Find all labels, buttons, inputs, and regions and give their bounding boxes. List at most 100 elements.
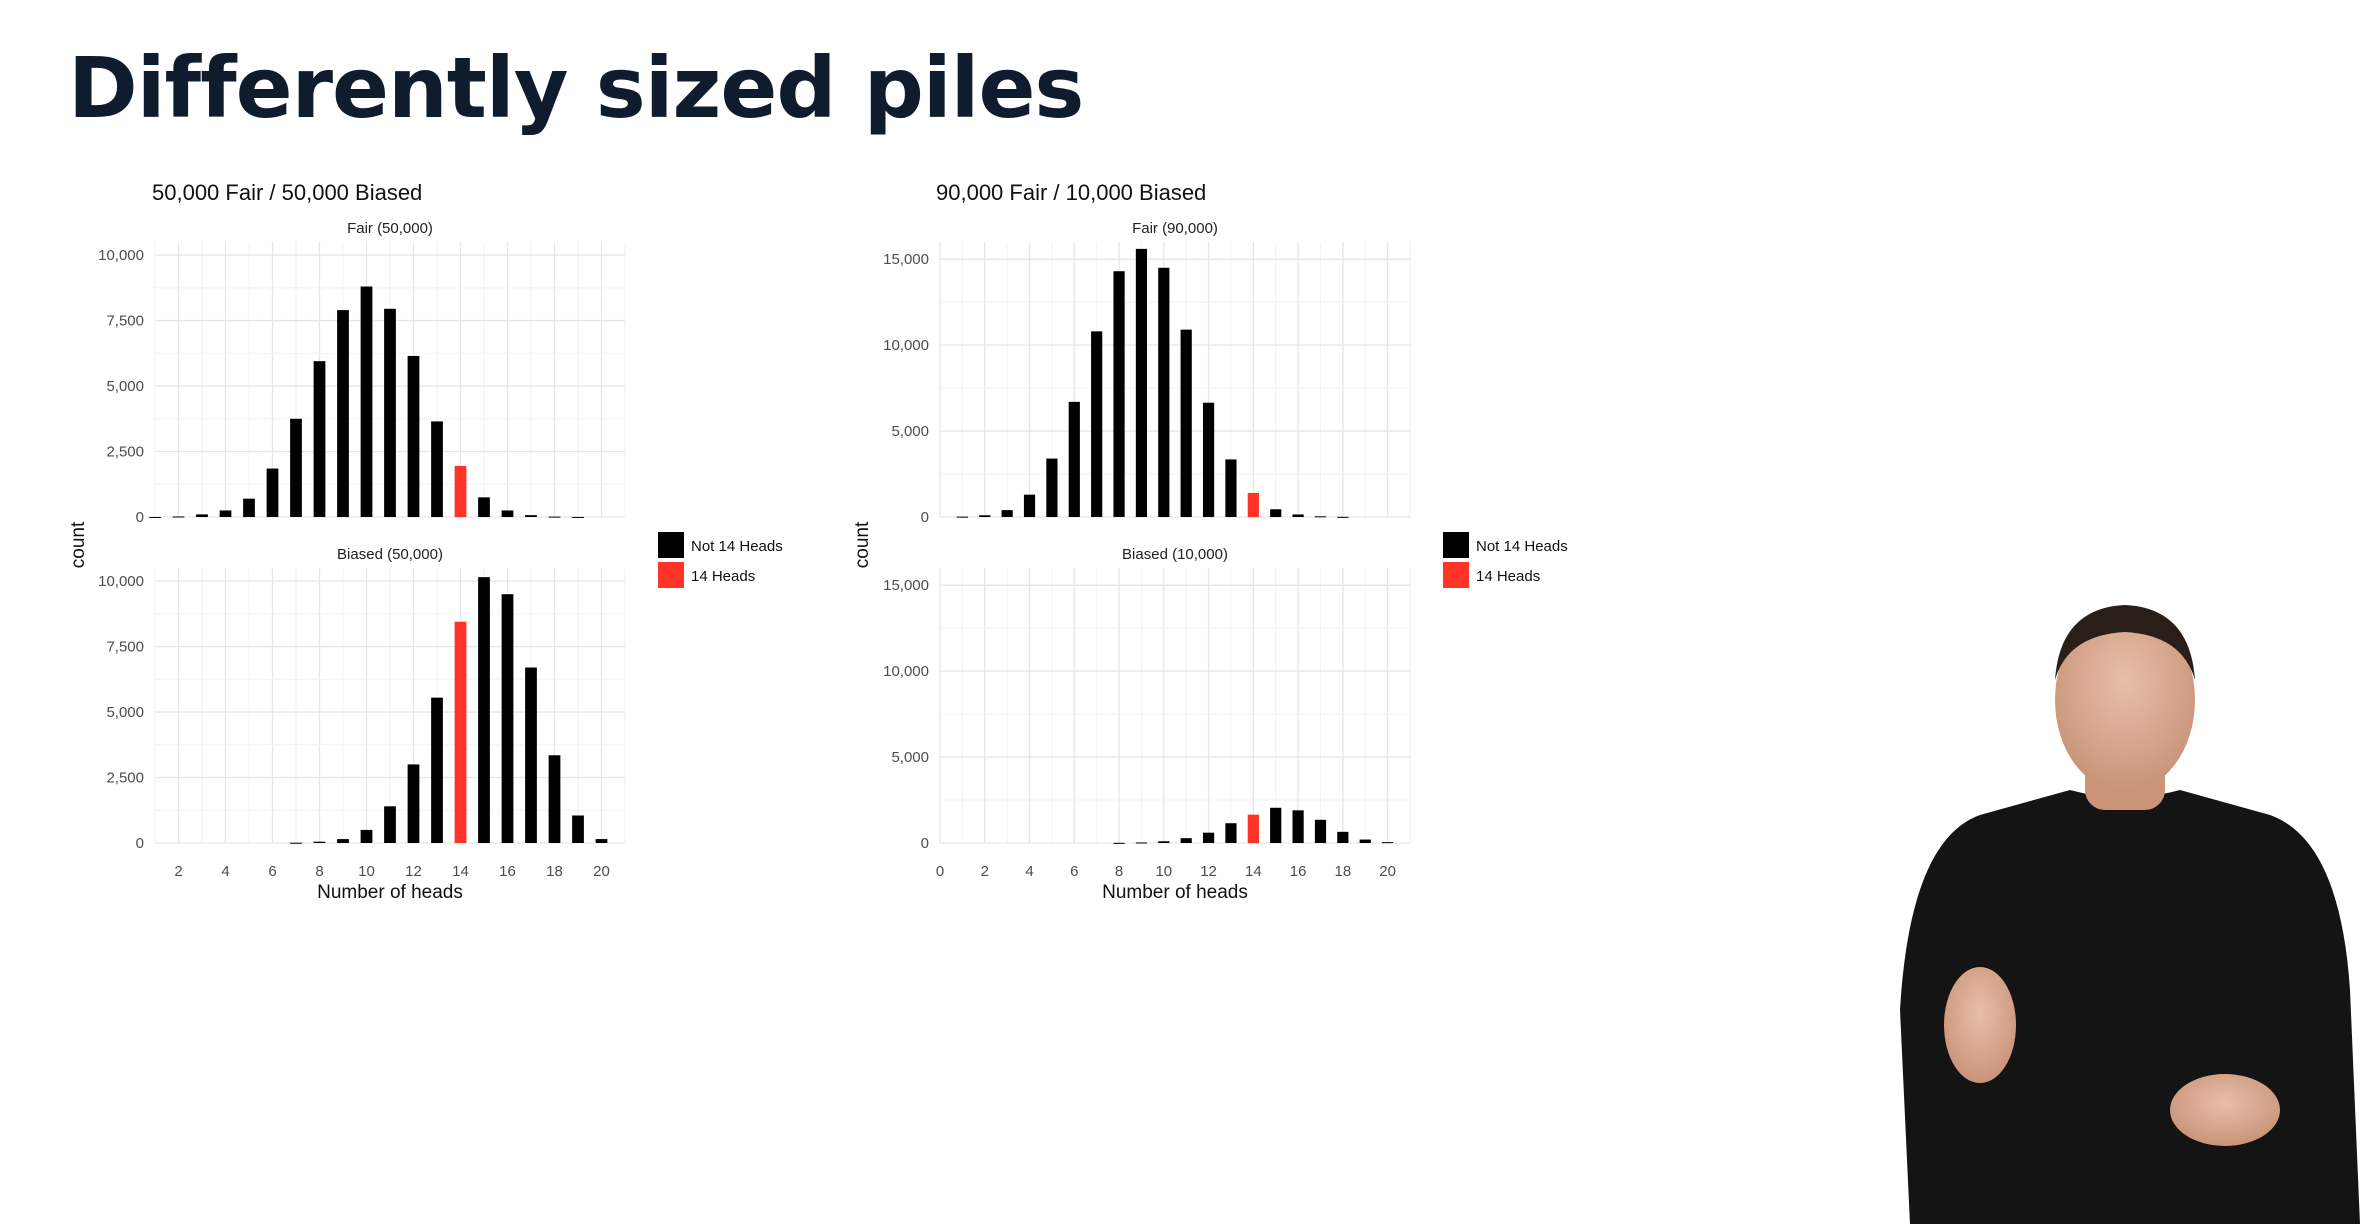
bar xyxy=(1337,831,1349,843)
bar xyxy=(1158,267,1170,517)
bar xyxy=(572,815,584,843)
x-tick-label: 20 xyxy=(1379,863,1396,880)
bar xyxy=(1180,838,1192,843)
bar xyxy=(407,355,420,517)
chart-title: 90,000 Fair / 10,000 Biased xyxy=(936,180,1206,205)
bar xyxy=(501,510,514,517)
bar xyxy=(243,498,255,517)
presenter-hair xyxy=(2055,605,2195,680)
bar-14-heads xyxy=(1247,814,1259,843)
presenter-right-hand xyxy=(2170,1074,2280,1146)
bar xyxy=(525,515,537,517)
bar xyxy=(266,468,279,517)
bar xyxy=(290,418,302,517)
legend-swatch xyxy=(658,562,684,588)
bar xyxy=(1337,516,1349,518)
y-tick-label: 10,000 xyxy=(98,573,144,590)
panel-fair: Fair (50,000) 0 2,500 5,000 7,500 10,000 xyxy=(98,220,626,526)
bar xyxy=(1023,494,1036,517)
x-tick-label: 20 xyxy=(593,863,610,880)
bar xyxy=(478,577,490,843)
y-tick-label: 2,500 xyxy=(106,444,144,461)
bar xyxy=(595,839,608,843)
legend: Not 14 Heads 14 Heads xyxy=(1443,532,1568,588)
facet-label: Fair (50,000) xyxy=(347,220,433,237)
chart-title: 50,000 Fair / 50,000 Biased xyxy=(152,180,422,205)
facet-label: Biased (10,000) xyxy=(1122,546,1228,563)
bar xyxy=(1225,459,1237,517)
y-tick-label: 15,000 xyxy=(883,577,929,594)
bar xyxy=(1091,331,1103,517)
bar xyxy=(196,514,208,517)
bar xyxy=(979,515,991,517)
x-tick-label: 12 xyxy=(1200,863,1217,880)
presenter-video xyxy=(1900,605,2360,1224)
legend-swatch xyxy=(658,532,684,558)
bar xyxy=(1202,832,1215,843)
bar xyxy=(1270,807,1282,843)
y-tick-label: 10,000 xyxy=(883,337,929,354)
presenter-head xyxy=(2055,608,2195,792)
y-tick-label: 5,000 xyxy=(106,378,144,395)
y-tick-label: 0 xyxy=(136,835,144,852)
y-tick-label: 0 xyxy=(921,509,929,526)
bar xyxy=(1135,248,1148,517)
x-tick-label: 12 xyxy=(405,863,422,880)
legend-label: Not 14 Heads xyxy=(1476,538,1568,555)
bar-14-heads xyxy=(454,465,467,517)
bar xyxy=(572,516,584,518)
bar xyxy=(1225,823,1237,843)
bar xyxy=(360,286,373,517)
y-tick-label: 5,000 xyxy=(106,704,144,721)
bar xyxy=(1202,402,1215,517)
legend-label: 14 Heads xyxy=(691,568,755,585)
bar xyxy=(1135,842,1148,844)
slide-title: Differently sized piles xyxy=(68,39,1084,137)
bar xyxy=(219,510,232,517)
y-axis-label: count xyxy=(852,521,873,568)
y-tick-label: 7,500 xyxy=(106,313,144,330)
bar xyxy=(1158,841,1170,843)
x-tick-label: 6 xyxy=(1070,863,1078,880)
bar xyxy=(431,421,443,517)
bar xyxy=(337,839,349,843)
legend-swatch xyxy=(1443,532,1469,558)
x-tick-label: 4 xyxy=(1025,863,1033,880)
x-tick-label: 18 xyxy=(1335,863,1352,880)
bar xyxy=(525,667,537,843)
x-tick-label: 4 xyxy=(221,863,229,880)
bar xyxy=(172,516,185,518)
bar xyxy=(501,594,514,843)
bar xyxy=(431,697,443,843)
panel-biased: Biased (50,000) 0 2,500 5,000 7,500 10,000 2 4 6… xyxy=(98,546,626,880)
legend: Not 14 Heads 14 Heads xyxy=(658,532,783,588)
legend-swatch xyxy=(1443,562,1469,588)
x-tick-label: 14 xyxy=(1245,863,1262,880)
bar xyxy=(1180,329,1192,517)
bar xyxy=(1314,819,1327,843)
bar xyxy=(1292,514,1304,517)
facet-label: Fair (90,000) xyxy=(1132,220,1218,237)
x-tick-label: 0 xyxy=(936,863,944,880)
bar xyxy=(1068,401,1080,517)
bar xyxy=(360,829,373,843)
y-tick-label: 7,500 xyxy=(106,639,144,656)
chart-2: 90,000 Fair / 10,000 Biased Fair (90,000)… xyxy=(852,180,1568,903)
x-tick-label: 8 xyxy=(1115,863,1123,880)
x-tick-label: 8 xyxy=(315,863,323,880)
y-axis-label: count xyxy=(68,521,89,568)
x-tick-label: 2 xyxy=(174,863,182,880)
bar xyxy=(1046,458,1058,517)
bar xyxy=(1314,516,1327,518)
bar-14-heads xyxy=(454,621,467,843)
y-tick-label: 10,000 xyxy=(98,247,144,264)
bar xyxy=(1113,271,1125,517)
x-tick-label: 16 xyxy=(499,863,516,880)
x-tick-label: 18 xyxy=(546,863,563,880)
y-tick-label: 10,000 xyxy=(883,663,929,680)
bar xyxy=(548,516,561,518)
x-tick-label: 16 xyxy=(1290,863,1307,880)
panel-fair: Fair (90,000) 0 5,000 10,000 15,000 xyxy=(883,220,1411,526)
y-tick-label: 5,000 xyxy=(891,423,929,440)
